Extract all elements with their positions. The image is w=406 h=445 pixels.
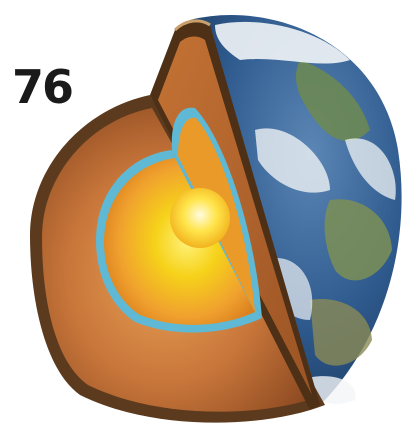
cloud [255, 128, 330, 193]
globe-edge [173, 19, 211, 32]
land-mass [295, 60, 370, 141]
cloud [345, 138, 396, 200]
cloud [215, 21, 350, 64]
inner-core [170, 188, 230, 248]
page-number: 76 [12, 60, 74, 114]
cloud [300, 376, 356, 404]
land-mass [310, 299, 372, 366]
outer-core [104, 158, 255, 325]
land-mass [324, 199, 392, 281]
